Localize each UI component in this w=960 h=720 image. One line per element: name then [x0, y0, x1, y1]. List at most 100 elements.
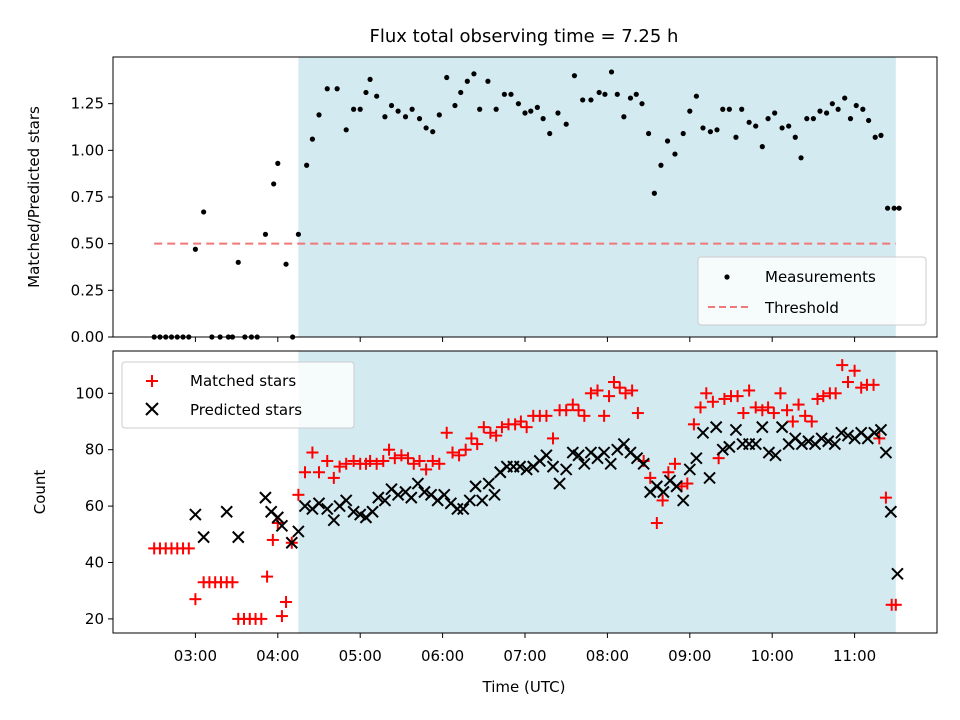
measurement-point — [464, 78, 470, 84]
matched-star-point — [811, 392, 824, 405]
x-axis-label: Time (UTC) — [482, 678, 566, 696]
matched-star-point — [459, 443, 472, 456]
measurement-point — [823, 110, 830, 116]
measurement-point — [485, 78, 491, 84]
predicted-star-point — [189, 508, 202, 521]
predicted-legend-marker — [145, 402, 159, 416]
x-tick-label: 05:00 — [339, 647, 382, 665]
measurement-point — [646, 130, 652, 137]
predicted-star-point — [559, 463, 573, 476]
matched-star-point — [566, 398, 579, 411]
predicted-star-point — [822, 435, 835, 448]
predicted-star-point — [553, 477, 566, 490]
matched-star-point — [292, 488, 305, 501]
measurement-point — [608, 69, 615, 75]
predicted-star-point — [795, 437, 809, 451]
predicted-star-point — [604, 457, 617, 471]
matched-star-point — [520, 421, 533, 434]
measurement-point — [235, 259, 241, 265]
predicted-star-point — [540, 449, 553, 462]
predicted-star-point — [339, 494, 353, 507]
x-tick-label: 07:00 — [503, 647, 546, 665]
predicted-star-point — [475, 494, 489, 507]
matched-star-point — [266, 533, 279, 546]
matched-star-point — [471, 438, 484, 451]
bottom-legend-box — [121, 361, 355, 429]
measurement-point — [324, 86, 330, 92]
matched-star-point — [347, 454, 360, 467]
matched-star-point — [848, 364, 861, 377]
measurement-point — [596, 89, 602, 96]
measurement-point — [720, 106, 726, 112]
matched-star-point — [842, 376, 855, 389]
measurement-point — [733, 134, 739, 140]
measurement-point — [739, 106, 745, 112]
measurement-point — [201, 209, 207, 215]
measurement-point — [493, 106, 499, 112]
measurement-point — [192, 246, 198, 252]
measurement-point — [444, 74, 450, 81]
bottom-y-tick-label: 100 — [75, 384, 104, 402]
predicted-star-point — [769, 449, 782, 462]
measurement-point — [477, 106, 483, 112]
predicted-star-point — [456, 502, 470, 516]
matched-star-point — [275, 610, 288, 623]
matched-star-point — [280, 595, 293, 608]
predicted-star-point — [815, 432, 828, 445]
matched-star-point — [662, 466, 675, 479]
matched-star-point — [603, 390, 616, 403]
measurement-point — [847, 116, 854, 122]
matched-star-point — [631, 407, 644, 420]
predicted-star-point — [657, 485, 670, 499]
measurement-point — [563, 121, 569, 127]
predicted-star-point — [637, 457, 650, 471]
predicted-star-point — [775, 420, 789, 434]
matched-star-point — [226, 576, 239, 589]
bottom-legend: Matched stars Predicted stars — [121, 361, 355, 429]
measurement-point — [835, 106, 841, 112]
matched-star-point — [598, 409, 611, 422]
matched-star-point — [799, 409, 812, 422]
measurement-point — [680, 130, 686, 137]
predicted-star-point — [418, 485, 431, 499]
measurement-point — [853, 102, 859, 109]
measurement-point — [664, 138, 671, 144]
matched-star-point — [407, 457, 420, 470]
matched-star-point — [509, 418, 522, 431]
predicted-star-point — [578, 457, 591, 471]
measurement-point — [363, 89, 369, 96]
matched-star-point — [333, 460, 346, 473]
x-tick-label: 06:00 — [421, 647, 464, 665]
measurement-point — [528, 108, 534, 114]
measurement-point — [343, 127, 349, 133]
measurement-point — [639, 101, 645, 107]
matched-star-point — [743, 384, 756, 397]
measurement-point — [860, 106, 866, 112]
x-tick-label: 10:00 — [751, 647, 794, 665]
top-y-ticks: 0.00 0.25 0.50 0.75 1.00 1.25 — [71, 95, 113, 346]
x-tick-label: 03:00 — [174, 647, 217, 665]
measurement-point — [436, 112, 442, 118]
matched-star-point — [668, 457, 681, 470]
measurement-point — [275, 160, 281, 166]
top-panel: 0.00 0.25 0.50 0.75 1.00 1.25 Flux total obse… — [25, 26, 938, 346]
measurement-point — [842, 95, 848, 101]
measurement-point — [772, 110, 778, 116]
matched-star-point — [340, 457, 353, 470]
measurement-point — [700, 125, 706, 131]
matched-star-point — [547, 432, 560, 445]
predicted-star-point — [482, 477, 495, 490]
measurement-point — [621, 114, 627, 120]
predicted-star-point — [197, 530, 210, 544]
matched-star-point — [377, 454, 390, 467]
x-tick-label: 11:00 — [833, 647, 876, 665]
measurement-point — [262, 231, 269, 237]
legend-label-threshold: Threshold — [764, 299, 839, 317]
bottom-panel: 20 40 60 80 100 03:00 04:00 05:00 06:00 07:00 08:… — [31, 350, 938, 696]
top-legend-box — [697, 256, 927, 326]
measurement-point — [792, 134, 798, 140]
legend-label-matched: Matched stars — [190, 372, 296, 390]
predicted-star-point — [463, 494, 476, 507]
matched-star-point — [446, 446, 459, 459]
matched-star-point — [490, 429, 503, 442]
